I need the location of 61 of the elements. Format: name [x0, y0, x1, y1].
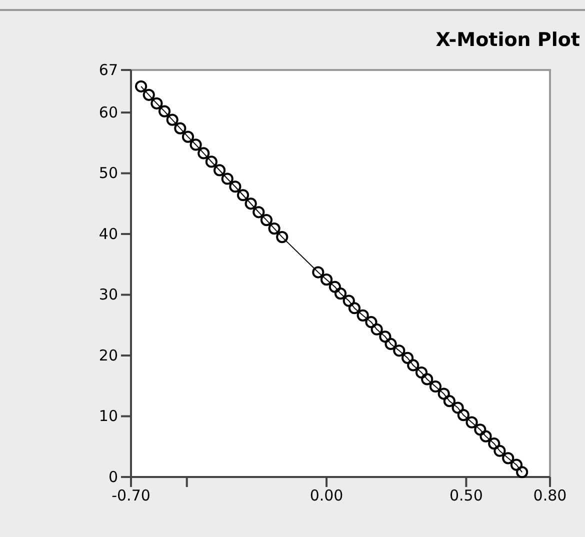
point	[166, 114, 178, 126]
point	[221, 172, 234, 185]
point	[466, 416, 478, 428]
point	[182, 130, 194, 143]
point	[260, 214, 273, 226]
y-tick-label: 10	[98, 407, 118, 426]
point	[393, 344, 406, 357]
point	[401, 352, 414, 364]
point	[268, 222, 280, 235]
point	[312, 266, 324, 278]
point	[174, 122, 186, 134]
point	[502, 452, 514, 464]
point	[150, 97, 163, 110]
point	[457, 409, 470, 422]
point	[342, 294, 355, 307]
point	[142, 88, 155, 101]
chart-title: X-Motion Plot	[436, 29, 580, 51]
point	[474, 424, 486, 436]
y-tick-label: 20	[98, 346, 118, 364]
y-tick-label: 50	[98, 164, 118, 182]
point	[198, 147, 210, 160]
point	[320, 274, 333, 286]
point	[429, 380, 442, 393]
point	[244, 198, 257, 210]
point	[510, 458, 523, 471]
point	[480, 430, 492, 442]
point	[421, 373, 434, 386]
x-tick-label: 0.50	[449, 486, 483, 505]
point	[356, 309, 369, 322]
y-tick-label: 30	[98, 286, 118, 304]
point	[370, 323, 383, 336]
point	[205, 156, 218, 168]
x-tick-label: 0.00	[310, 486, 344, 505]
point	[365, 316, 378, 328]
point	[334, 288, 347, 300]
point	[236, 189, 250, 202]
x-tick-label: 0.80	[533, 486, 567, 505]
point	[415, 366, 428, 379]
point	[158, 105, 171, 118]
point	[516, 466, 528, 478]
point	[488, 438, 500, 450]
y-tick-label: 67	[98, 60, 118, 79]
y-tick-label: 60	[98, 103, 118, 122]
point	[494, 444, 506, 457]
x-tick-label: -0.70	[112, 486, 150, 505]
point	[379, 330, 392, 343]
point	[328, 280, 341, 293]
point	[252, 206, 265, 218]
point	[135, 80, 148, 92]
point	[190, 138, 202, 151]
point	[276, 231, 288, 244]
point	[438, 388, 450, 400]
point	[229, 180, 242, 193]
point	[407, 359, 420, 372]
y-tick-label: 0	[108, 468, 118, 486]
point	[384, 338, 397, 350]
point	[214, 164, 226, 176]
point	[348, 302, 361, 314]
y-tick-label: 40	[98, 224, 118, 243]
point	[452, 402, 464, 414]
point	[443, 395, 456, 408]
